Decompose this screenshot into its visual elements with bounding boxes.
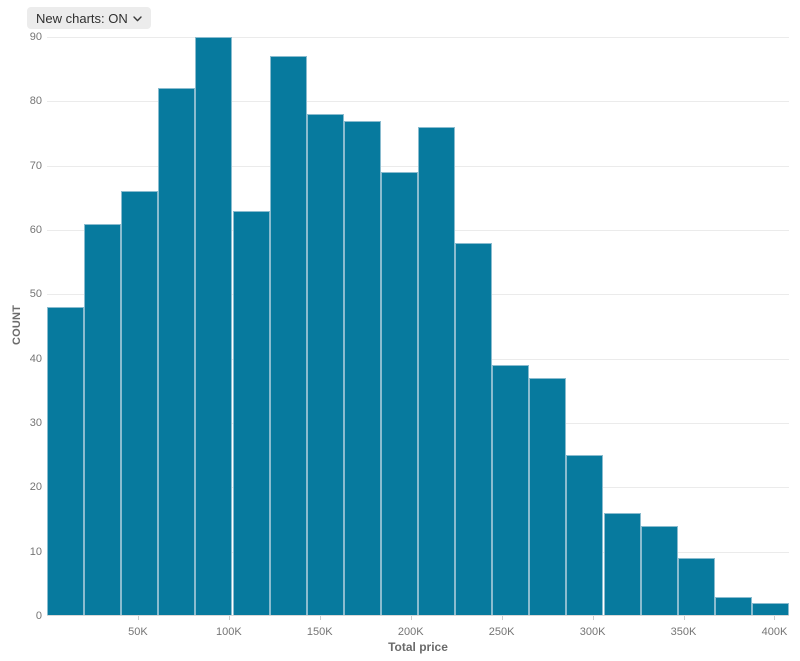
x-tick-label: 300K [579, 626, 606, 638]
x-tick-label: 100K [216, 626, 242, 638]
histogram-bar[interactable] [492, 365, 530, 616]
histogram-bar[interactable] [306, 114, 344, 616]
histogram-bar[interactable] [714, 596, 752, 616]
histogram-bar[interactable] [603, 513, 641, 616]
new-charts-toggle[interactable]: New charts: ON [27, 7, 151, 29]
histogram-bar[interactable] [343, 120, 381, 616]
x-tick-label: 400K [761, 626, 788, 638]
y-tick-label: 0 [35, 610, 42, 622]
y-tick-label: 40 [29, 352, 42, 365]
histogram-bar[interactable] [566, 455, 604, 616]
x-axis-baseline [47, 615, 789, 616]
y-gridline [47, 101, 789, 103]
histogram-bar[interactable] [677, 558, 715, 616]
y-axis-tick-labels: 0 10 20 30 40 50 60 70 80 90 [0, 31, 42, 622]
histogram-bar[interactable] [121, 191, 159, 616]
histogram-bar[interactable] [418, 127, 456, 616]
x-tick-label: 350K [670, 626, 697, 638]
histogram-bar[interactable] [232, 210, 270, 616]
x-tick-label: 50K [128, 626, 148, 638]
y-tick-label: 80 [29, 95, 42, 108]
x-tick-mark [137, 616, 139, 620]
y-tick-label: 20 [29, 481, 42, 494]
x-tick-mark [774, 616, 776, 620]
chevron-down-icon [133, 15, 142, 21]
histogram-bar[interactable] [269, 56, 307, 616]
x-tick-mark [410, 616, 412, 620]
y-tick-label: 90 [29, 31, 42, 43]
new-charts-toggle-label: New charts: ON [36, 10, 128, 26]
x-tick-mark [228, 616, 230, 620]
x-axis-tick-labels: 50K 100K 150K 200K 250K 300K 350K 400K [47, 616, 789, 646]
y-tick-label: 60 [29, 224, 42, 236]
x-tick-label: 200K [397, 626, 424, 638]
y-gridline [47, 37, 789, 38]
histogram-bar[interactable] [455, 242, 493, 616]
y-tick-label: 50 [29, 288, 42, 301]
x-axis-title: Total price [388, 640, 448, 654]
histogram-bar[interactable] [751, 603, 789, 616]
x-tick-mark [683, 616, 685, 620]
x-tick-mark [501, 616, 503, 620]
y-tick-label: 70 [29, 159, 42, 172]
histogram-bar[interactable] [640, 525, 678, 616]
histogram-bar[interactable] [380, 172, 418, 616]
plot-area [47, 37, 789, 616]
x-tick-mark [592, 616, 594, 620]
histogram-bar[interactable] [529, 377, 567, 616]
x-tick-mark [319, 616, 321, 620]
y-axis-title: COUNT [11, 304, 23, 346]
histogram-bar[interactable] [195, 37, 233, 616]
histogram-bar[interactable] [84, 223, 122, 616]
y-tick-label: 30 [29, 417, 42, 429]
x-tick-label: 250K [488, 626, 515, 638]
x-tick-label: 150K [306, 626, 333, 638]
y-tick-label: 10 [29, 545, 42, 558]
histogram-bar[interactable] [47, 307, 85, 616]
histogram-bar[interactable] [158, 88, 196, 616]
